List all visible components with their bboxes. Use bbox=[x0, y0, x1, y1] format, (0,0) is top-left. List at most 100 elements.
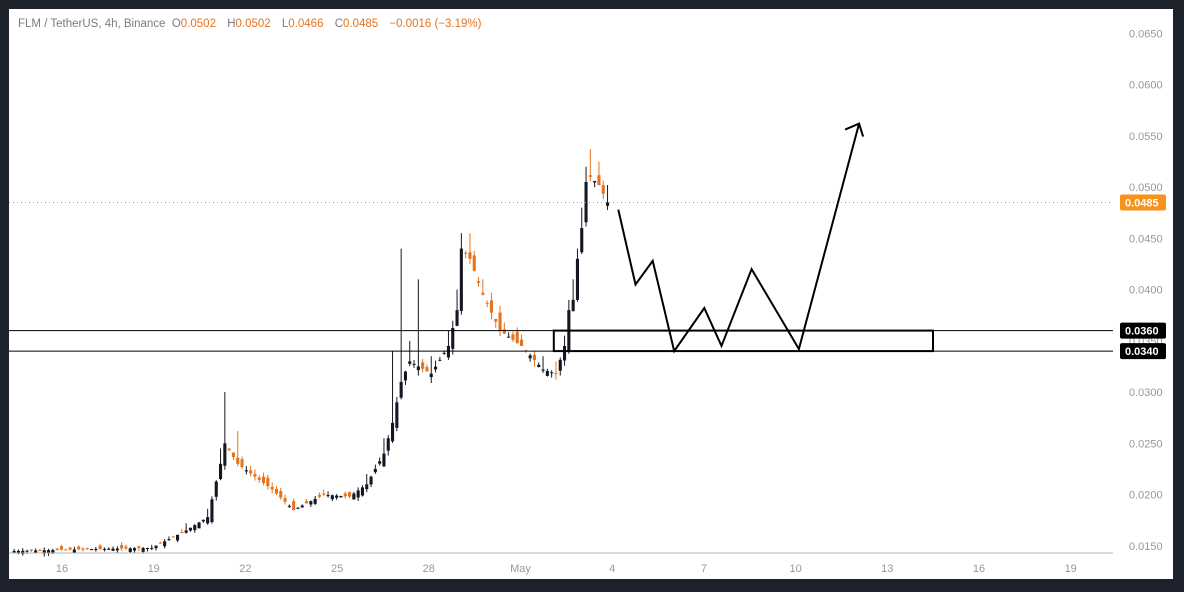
time-tick-label: 13 bbox=[881, 563, 893, 575]
price-tick-label: 0.0600 bbox=[1129, 80, 1163, 92]
candle-body bbox=[249, 470, 253, 474]
candle-body bbox=[150, 547, 154, 549]
candle-body bbox=[266, 477, 270, 487]
time-tick-label: 16 bbox=[973, 563, 985, 575]
candle-body bbox=[545, 370, 549, 376]
candle-body bbox=[77, 546, 81, 550]
candle-body bbox=[489, 300, 493, 313]
candle-body bbox=[485, 302, 489, 304]
price-tick-label: 0.0550 bbox=[1129, 131, 1163, 143]
candle-body bbox=[158, 542, 162, 544]
price-axis: 0.01500.02000.02500.03000.03500.04000.04… bbox=[1120, 28, 1166, 553]
candle-body bbox=[451, 328, 455, 349]
candle-body bbox=[386, 438, 390, 451]
candle-body bbox=[468, 252, 472, 259]
time-tick-label: 22 bbox=[239, 563, 251, 575]
time-tick-label: 25 bbox=[331, 563, 343, 575]
candle-body bbox=[25, 550, 29, 552]
close-label: C bbox=[334, 18, 343, 30]
candle-body bbox=[214, 481, 218, 497]
candle-body bbox=[90, 549, 94, 551]
candle-body bbox=[180, 532, 184, 534]
candle-body bbox=[464, 252, 468, 254]
candle-body bbox=[219, 463, 223, 480]
candle-body bbox=[382, 453, 386, 467]
candle-body bbox=[459, 248, 463, 311]
time-tick-label: 4 bbox=[609, 563, 615, 575]
candle-body bbox=[322, 493, 326, 495]
candle-body bbox=[253, 473, 257, 477]
candle-body bbox=[85, 548, 89, 550]
candle-body bbox=[554, 372, 558, 374]
price-chart[interactable]: 0.01500.02000.02500.03000.03500.04000.04… bbox=[9, 9, 1173, 579]
candle-body bbox=[240, 459, 244, 468]
candle-body bbox=[438, 359, 442, 361]
high-label: H bbox=[227, 18, 236, 30]
time-tick-label: 10 bbox=[789, 563, 801, 575]
candle-body bbox=[571, 299, 575, 311]
candle-body bbox=[128, 548, 132, 552]
candle-body bbox=[292, 501, 296, 510]
candle-body bbox=[184, 530, 188, 533]
candle-body bbox=[227, 448, 231, 451]
candle-body bbox=[47, 550, 51, 554]
candle-body bbox=[223, 443, 227, 466]
candle-body bbox=[378, 461, 382, 464]
candle-body bbox=[145, 547, 149, 549]
candle-body bbox=[68, 547, 72, 550]
candle-body bbox=[563, 345, 567, 361]
candle-body bbox=[455, 310, 459, 326]
candle-body bbox=[42, 550, 46, 554]
candle-body bbox=[528, 355, 532, 359]
candle-body bbox=[94, 549, 98, 551]
candle-body bbox=[434, 366, 438, 370]
candle-body bbox=[408, 361, 412, 364]
candle-body bbox=[575, 258, 579, 300]
zone-top-badge: 0.0360 bbox=[1125, 326, 1159, 338]
candle-body bbox=[262, 476, 266, 484]
open-label: O bbox=[171, 18, 181, 30]
candle-body bbox=[244, 470, 248, 472]
candle-body bbox=[537, 364, 541, 367]
candle-body bbox=[360, 487, 364, 496]
time-tick-label: 7 bbox=[701, 563, 707, 575]
candle-body bbox=[494, 318, 498, 322]
price-tick-label: 0.0650 bbox=[1129, 28, 1163, 40]
candle-body bbox=[584, 181, 588, 223]
candle-body bbox=[365, 484, 369, 490]
symbol-name: FLM / TetherUS, 4h, Binance bbox=[18, 18, 166, 30]
candle-body bbox=[580, 228, 584, 253]
price-tick-label: 0.0400 bbox=[1129, 285, 1163, 297]
candle-body bbox=[59, 546, 63, 550]
candle-body bbox=[446, 345, 450, 358]
candle-body bbox=[532, 354, 536, 361]
candle-body bbox=[176, 534, 180, 541]
candle-body bbox=[167, 539, 171, 541]
high-value: 0.0502 bbox=[235, 18, 271, 30]
candle-body bbox=[541, 369, 545, 371]
candle-body bbox=[137, 546, 141, 549]
candle-body bbox=[287, 505, 291, 507]
candle-body bbox=[558, 359, 562, 371]
zone-bottom-badge-bg bbox=[1120, 343, 1166, 360]
candle-body bbox=[481, 292, 485, 295]
candle-body bbox=[550, 372, 554, 374]
candle-body bbox=[120, 545, 124, 549]
candle-body bbox=[38, 549, 42, 551]
candle-body bbox=[343, 493, 347, 497]
candle-body bbox=[29, 549, 33, 551]
candle-body bbox=[588, 175, 592, 177]
candle-body bbox=[296, 507, 300, 509]
candle-body bbox=[274, 488, 278, 494]
low-label: L bbox=[281, 18, 289, 30]
candle-body bbox=[201, 519, 205, 522]
candle-body bbox=[520, 339, 524, 346]
candle-body bbox=[270, 486, 274, 490]
price-tick-label: 0.0300 bbox=[1129, 387, 1163, 399]
candle-body bbox=[395, 402, 399, 428]
price-tick-label: 0.0250 bbox=[1129, 438, 1163, 450]
candle-body bbox=[403, 371, 407, 381]
candle-body bbox=[16, 550, 20, 553]
candle-body bbox=[429, 373, 433, 378]
candle-body bbox=[197, 522, 201, 529]
